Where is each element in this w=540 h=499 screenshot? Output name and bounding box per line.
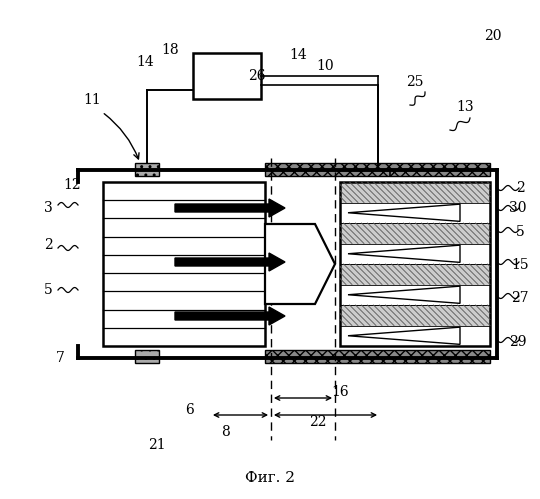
Bar bbox=[340, 264, 490, 284]
Bar bbox=[135, 163, 159, 176]
Polygon shape bbox=[265, 224, 335, 304]
Text: 7: 7 bbox=[56, 351, 64, 365]
Text: 29: 29 bbox=[509, 335, 526, 349]
Bar bbox=[340, 223, 490, 244]
Text: 21: 21 bbox=[148, 438, 166, 452]
Bar bbox=[193, 53, 261, 99]
Text: 16: 16 bbox=[331, 385, 349, 399]
Text: Фиг. 2: Фиг. 2 bbox=[245, 471, 295, 485]
Polygon shape bbox=[348, 286, 460, 303]
Text: 12: 12 bbox=[63, 178, 81, 192]
Text: 13: 13 bbox=[456, 100, 474, 114]
Text: 2: 2 bbox=[44, 238, 52, 252]
Polygon shape bbox=[348, 245, 460, 262]
Text: 2: 2 bbox=[516, 181, 524, 195]
Text: 5: 5 bbox=[44, 283, 52, 297]
Text: 5: 5 bbox=[516, 225, 524, 239]
Text: 18: 18 bbox=[161, 43, 179, 57]
Text: 15: 15 bbox=[511, 258, 529, 272]
Polygon shape bbox=[348, 327, 460, 344]
Text: 3: 3 bbox=[44, 201, 52, 215]
Text: 14: 14 bbox=[136, 55, 154, 69]
Bar bbox=[103, 182, 265, 346]
Text: 22: 22 bbox=[309, 415, 327, 429]
Bar bbox=[340, 182, 490, 203]
Text: 6: 6 bbox=[186, 403, 194, 417]
Bar bbox=[340, 264, 490, 284]
Text: 14: 14 bbox=[289, 48, 307, 62]
Text: 27: 27 bbox=[511, 291, 529, 305]
Text: 10: 10 bbox=[316, 59, 334, 73]
FancyArrow shape bbox=[175, 253, 285, 271]
Text: 26: 26 bbox=[248, 69, 266, 83]
Bar bbox=[340, 325, 490, 346]
Bar bbox=[340, 305, 490, 325]
Text: 20: 20 bbox=[484, 29, 502, 43]
Polygon shape bbox=[348, 204, 460, 222]
FancyArrow shape bbox=[175, 199, 285, 217]
Bar bbox=[340, 284, 490, 305]
Bar bbox=[340, 182, 490, 203]
Bar bbox=[135, 350, 159, 363]
Bar bbox=[265, 163, 490, 176]
Bar bbox=[340, 305, 490, 325]
Bar bbox=[340, 182, 490, 346]
Bar bbox=[265, 350, 490, 363]
Bar bbox=[340, 203, 490, 223]
Bar bbox=[340, 223, 490, 244]
Bar bbox=[340, 244, 490, 264]
Text: 25: 25 bbox=[406, 75, 424, 89]
FancyArrow shape bbox=[175, 307, 285, 325]
Text: 8: 8 bbox=[221, 425, 230, 439]
Text: 30: 30 bbox=[509, 201, 526, 215]
Text: 11: 11 bbox=[83, 93, 101, 107]
